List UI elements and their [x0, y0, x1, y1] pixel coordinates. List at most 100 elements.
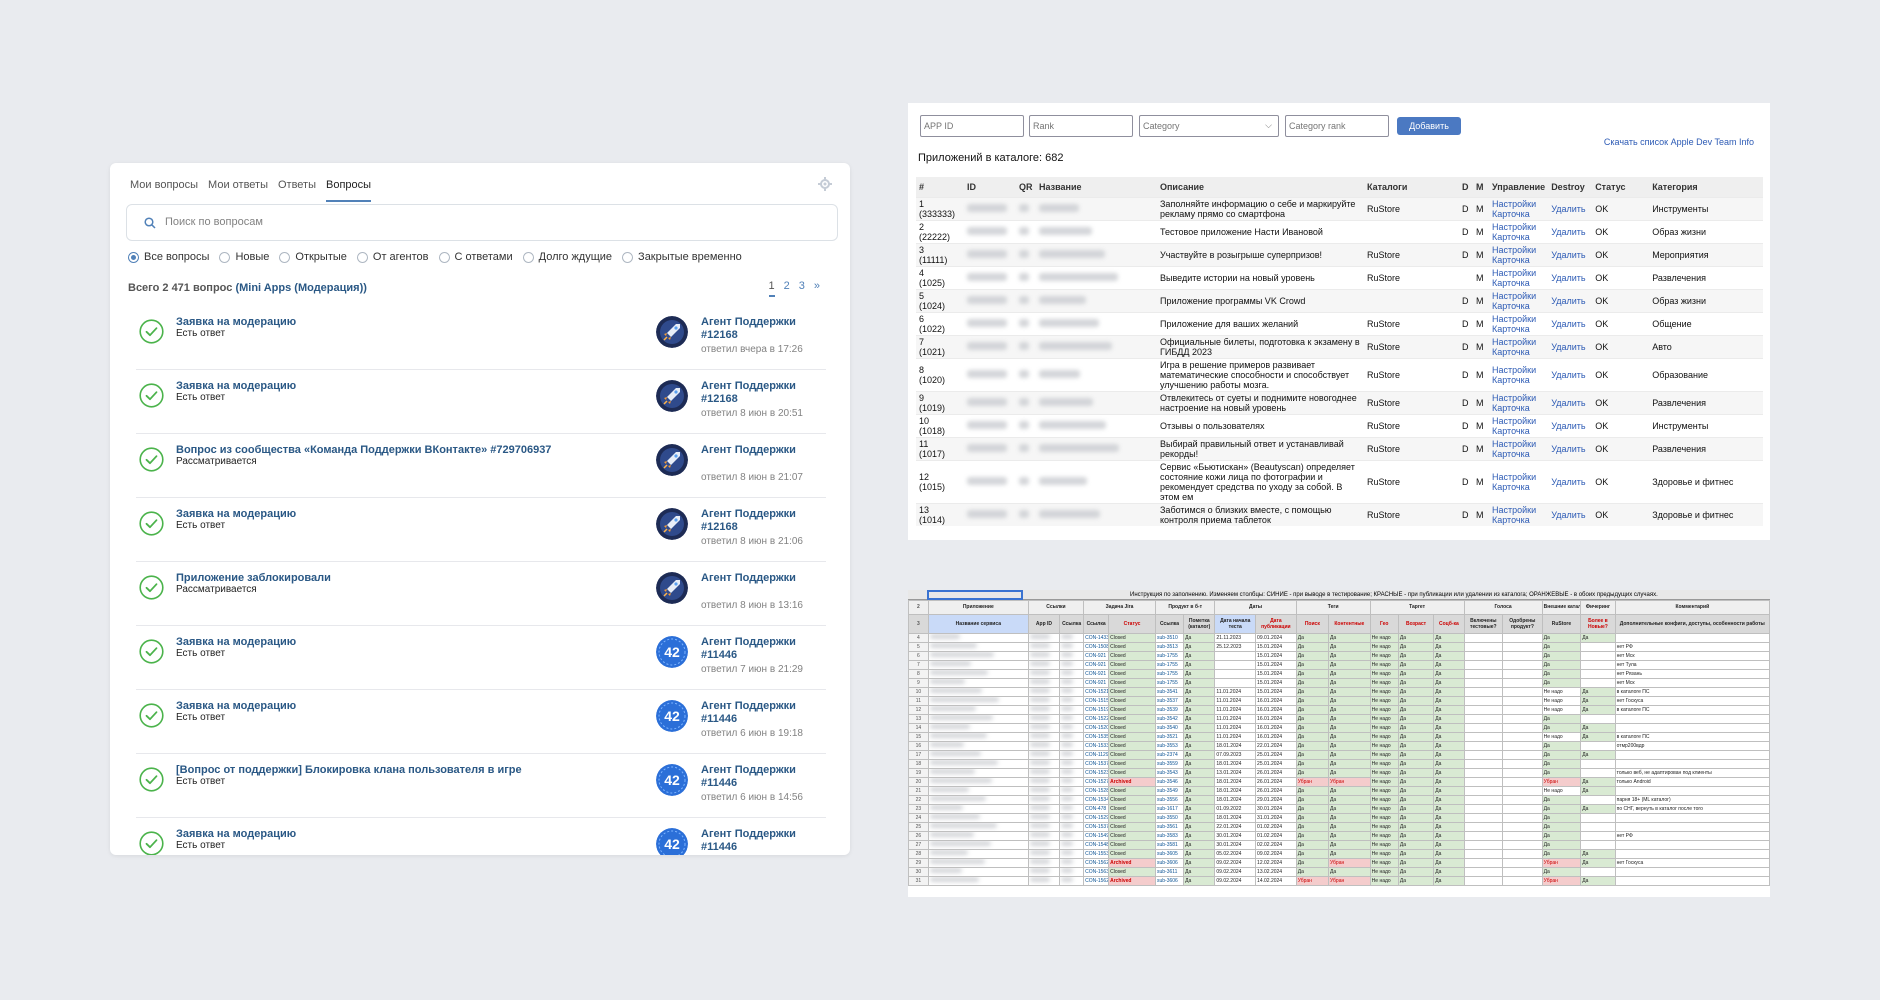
social-cell[interactable]: Да: [1433, 687, 1465, 697]
agent-avatar[interactable]: [656, 380, 688, 412]
content-tag-cell[interactable]: Да: [1327, 759, 1371, 769]
test-start-cell[interactable]: 18.01.2024: [1214, 741, 1257, 751]
age-cell[interactable]: Да: [1397, 768, 1435, 778]
geo-cell[interactable]: Не надо: [1369, 768, 1399, 778]
social-cell[interactable]: Да: [1433, 759, 1465, 769]
jira-status-cell[interactable]: Closed: [1108, 786, 1156, 796]
question-title[interactable]: Заявка на модерацию: [176, 316, 297, 328]
jira-status-cell[interactable]: Closed: [1108, 651, 1156, 661]
blurred-name[interactable]: [1039, 295, 1086, 304]
comment-cell[interactable]: нет РФ: [1614, 642, 1770, 652]
link-cell[interactable]: [1059, 840, 1085, 850]
geo-cell[interactable]: Не надо: [1369, 840, 1399, 850]
publish-date-cell[interactable]: 14.02.2024: [1255, 876, 1297, 886]
test-start-cell[interactable]: [1214, 669, 1257, 679]
comment-cell[interactable]: [1614, 723, 1770, 733]
app-id-cell[interactable]: [1027, 723, 1061, 733]
settings-link[interactable]: Настройки: [1492, 290, 1537, 301]
test-start-cell[interactable]: 01.09.2022: [1214, 804, 1257, 814]
catalog-mark-cell[interactable]: Да: [1183, 777, 1216, 787]
search-tag-cell[interactable]: Убран: [1295, 876, 1329, 886]
age-cell[interactable]: Да: [1397, 651, 1435, 661]
tests-enabled-cell[interactable]: [1463, 705, 1504, 715]
app-id-cell[interactable]: [1027, 804, 1061, 814]
agent-avatar[interactable]: [656, 444, 688, 476]
service-name-cell[interactable]: [927, 786, 1029, 796]
age-cell[interactable]: Да: [1397, 876, 1435, 886]
link-cell[interactable]: [1059, 795, 1085, 805]
rustore-cell[interactable]: Да: [1541, 714, 1582, 724]
search-tag-cell[interactable]: Да: [1295, 741, 1329, 751]
app-id-cell[interactable]: [1027, 786, 1061, 796]
test-start-cell[interactable]: 09.02.2024: [1214, 876, 1257, 886]
settings-link[interactable]: Настройки: [1492, 244, 1537, 255]
tests-enabled-cell[interactable]: [1463, 687, 1504, 697]
radio-icon[interactable]: [219, 251, 231, 263]
tests-enabled-cell[interactable]: [1463, 651, 1504, 661]
app-id-cell[interactable]: [1027, 759, 1061, 769]
jira-status-cell[interactable]: Closed: [1108, 831, 1156, 841]
publish-date-cell[interactable]: 26.01.2024: [1255, 786, 1297, 796]
comment-cell[interactable]: [1614, 822, 1770, 832]
content-tag-cell[interactable]: Да: [1327, 678, 1371, 688]
age-cell[interactable]: Да: [1397, 831, 1435, 841]
service-name-cell[interactable]: [927, 696, 1029, 706]
content-tag-cell[interactable]: Да: [1327, 849, 1371, 859]
product-link-cell[interactable]: sub-1755: [1154, 678, 1185, 688]
catalog-mark-cell[interactable]: Да: [1183, 822, 1216, 832]
card-link[interactable]: Карточка: [1492, 425, 1530, 436]
content-tag-cell[interactable]: Да: [1327, 723, 1371, 733]
rustore-cell[interactable]: Убран: [1541, 777, 1582, 787]
geo-cell[interactable]: Не надо: [1369, 732, 1399, 742]
catalog-mark-cell[interactable]: Да: [1183, 714, 1216, 724]
blurred-name[interactable]: [1039, 369, 1080, 378]
product-link-cell[interactable]: sub-1617: [1154, 804, 1185, 814]
test-start-cell[interactable]: 21.11.2023: [1214, 633, 1257, 643]
link-cell[interactable]: [1059, 633, 1085, 643]
publish-date-cell[interactable]: 30.01.2024: [1255, 804, 1297, 814]
question-title[interactable]: Вопрос из сообщества «Команда Поддержки …: [176, 444, 552, 456]
content-tag-cell[interactable]: Да: [1327, 804, 1371, 814]
question-title[interactable]: Заявка на модерацию: [176, 636, 297, 648]
content-tag-cell[interactable]: Да: [1327, 732, 1371, 742]
search-tag-cell[interactable]: Да: [1295, 651, 1329, 661]
link-cell[interactable]: [1059, 867, 1085, 877]
question-item[interactable]: Заявка на модерацию Есть ответ 42 Агент Под…: [136, 818, 826, 855]
tests-enabled-cell[interactable]: [1463, 804, 1504, 814]
publish-date-cell[interactable]: 16.01.2024: [1255, 723, 1297, 733]
product-link-cell[interactable]: sub-3559: [1154, 759, 1185, 769]
group-votes[interactable]: Голоса: [1463, 600, 1543, 615]
jira-status-cell[interactable]: Closed: [1108, 696, 1156, 706]
geo-cell[interactable]: Не надо: [1369, 705, 1399, 715]
catalog-mark-cell[interactable]: Да: [1183, 849, 1216, 859]
search-tag-cell[interactable]: Да: [1295, 723, 1329, 733]
social-cell[interactable]: Да: [1433, 849, 1465, 859]
age-cell[interactable]: Да: [1397, 759, 1435, 769]
geo-cell[interactable]: Не надо: [1369, 858, 1399, 868]
new-cell[interactable]: [1580, 759, 1616, 769]
tests-enabled-cell[interactable]: [1463, 633, 1504, 643]
settings-link[interactable]: Настройки: [1492, 415, 1537, 426]
search-tag-cell[interactable]: Да: [1295, 849, 1329, 859]
publish-date-cell[interactable]: 25.01.2024: [1255, 759, 1297, 769]
age-cell[interactable]: Да: [1397, 696, 1435, 706]
jira-status-cell[interactable]: Archived: [1108, 777, 1156, 787]
publish-date-cell[interactable]: 16.01.2024: [1255, 732, 1297, 742]
content-tag-cell[interactable]: Да: [1327, 795, 1371, 805]
comment-cell[interactable]: только веб, не адаптирован под клиенты: [1614, 768, 1770, 778]
social-cell[interactable]: Да: [1433, 768, 1465, 778]
sub-test-start[interactable]: Дата начала теста: [1214, 614, 1257, 634]
card-link[interactable]: Карточка: [1492, 374, 1530, 385]
age-cell[interactable]: Да: [1397, 669, 1435, 679]
rustore-cell[interactable]: Не надо: [1541, 687, 1582, 697]
product-link-cell[interactable]: sub-3541: [1154, 687, 1185, 697]
search-tag-cell[interactable]: Да: [1295, 759, 1329, 769]
social-cell[interactable]: Да: [1433, 660, 1465, 670]
approved-cell[interactable]: [1502, 633, 1543, 643]
publish-date-cell[interactable]: 26.01.2024: [1255, 777, 1297, 787]
app-id-cell[interactable]: [1027, 750, 1061, 760]
tests-enabled-cell[interactable]: [1463, 849, 1504, 859]
delete-link[interactable]: Удалить: [1551, 203, 1586, 214]
filter-open[interactable]: Открытые: [279, 251, 347, 263]
jira-status-cell[interactable]: Archived: [1108, 858, 1156, 868]
